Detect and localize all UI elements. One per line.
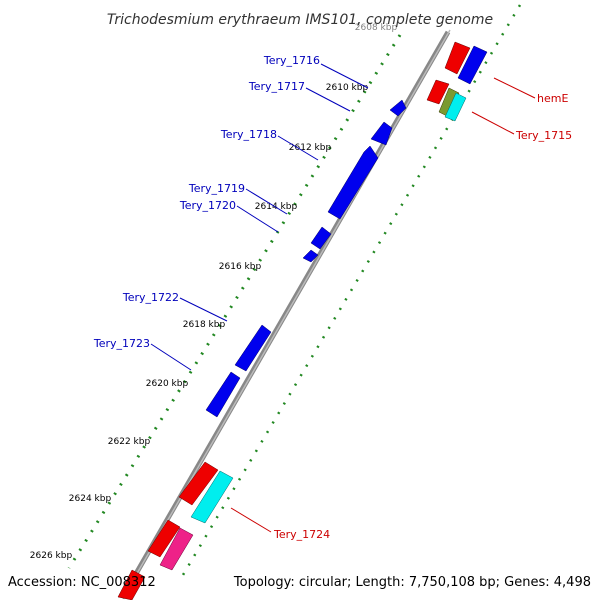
gene-tery-1717[interactable]: [370, 121, 393, 146]
tick-label: 2618 kbp: [183, 320, 226, 330]
gene-red-2[interactable]: [178, 461, 219, 506]
gene-tery-1719[interactable]: [310, 226, 332, 250]
gene-tery-1723[interactable]: [205, 371, 241, 418]
gene-label-tery-1722[interactable]: Tery_1722: [122, 291, 179, 304]
gene-label-tery-1718[interactable]: Tery_1718: [220, 128, 277, 141]
gene-label-tery-1723[interactable]: Tery_1723: [93, 337, 150, 350]
gene-red-4[interactable]: [117, 569, 146, 600]
gene-red-1[interactable]: [444, 41, 471, 75]
gene-tery-1716[interactable]: [389, 99, 407, 117]
gene-label-hemE[interactable]: hemE: [537, 92, 568, 105]
gene-label-tery-1724[interactable]: Tery_1724: [273, 528, 330, 541]
tick-label: 2626 kbp: [30, 551, 73, 561]
gene-label-tery-1716[interactable]: Tery_1716: [263, 54, 320, 67]
topology-label: Topology: circular; Length: 7,750,108 bp…: [233, 575, 591, 590]
gene-red-3[interactable]: [147, 519, 181, 558]
gene-tery-1715[interactable]: [444, 92, 467, 122]
gene-tery-1718[interactable]: [327, 145, 379, 220]
tick-label: 2612 kbp: [289, 143, 332, 153]
tick-label: 2616 kbp: [219, 262, 262, 272]
tick-label: 2610 kbp: [326, 83, 369, 93]
gene-label-tery-1719[interactable]: Tery_1719: [188, 182, 245, 195]
gene-blue-1[interactable]: [457, 45, 488, 85]
gene-label-tery-1717[interactable]: Tery_1717: [248, 80, 305, 93]
tick-label: 2624 kbp: [69, 494, 112, 504]
gene-label-tery-1715[interactable]: Tery_1715: [515, 129, 572, 142]
gene-tery-1720[interactable]: [302, 249, 319, 263]
gene-tery-1724[interactable]: [190, 470, 234, 524]
tick-label: 2622 kbp: [108, 437, 151, 447]
map-title: Trichodesmium erythraeum IMS101, complet…: [107, 12, 493, 28]
gene-hemE[interactable]: [426, 79, 450, 105]
gene-magenta[interactable]: [159, 527, 194, 571]
gene-label-tery-1720[interactable]: Tery_1720: [179, 199, 236, 212]
tick-label: 2608 kbp: [355, 23, 398, 33]
tick-label: 2620 kbp: [146, 379, 189, 389]
accession-label: Accession: NC_008312: [8, 575, 156, 590]
gene-tery-1722[interactable]: [234, 324, 272, 372]
